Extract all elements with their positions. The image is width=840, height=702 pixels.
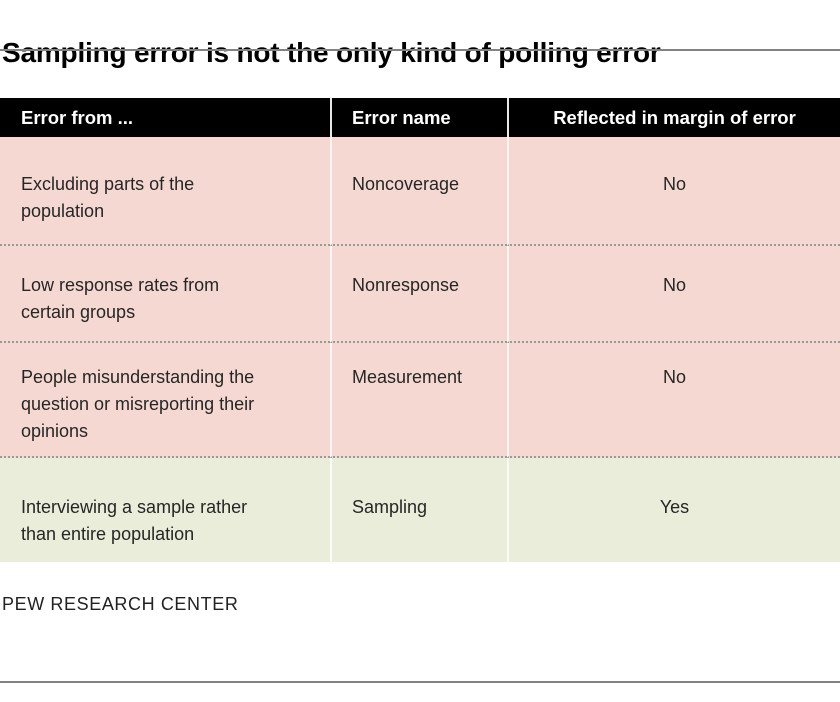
table-body: Excluding parts of the population Noncov… — [0, 137, 840, 562]
cell-reflected: No — [507, 137, 840, 246]
cell-error-from: People misunderstanding the question or … — [0, 343, 330, 458]
table-row-measurement: People misunderstanding the question or … — [0, 343, 840, 458]
cell-error-from: Excluding parts of the population — [0, 137, 330, 246]
table-row-noncoverage: Excluding parts of the population Noncov… — [0, 137, 840, 246]
bottom-divider-rule — [0, 681, 840, 683]
cell-error-name: Noncoverage — [330, 137, 507, 246]
source-attribution: PEW RESEARCH CENTER — [2, 594, 239, 614]
table-row-nonresponse: Low response rates from certain groups N… — [0, 246, 840, 343]
cell-reflected: No — [507, 246, 840, 343]
cell-reflected: Yes — [507, 458, 840, 562]
cell-error-name: Measurement — [330, 343, 507, 458]
column-header-error-from: Error from ... — [21, 106, 134, 128]
table-header-row: Error from ... Error name Reflected in m… — [0, 98, 840, 137]
cell-error-name: Sampling — [330, 458, 507, 562]
table-row-sampling-highlighted: Interviewing a sample rather than entire… — [0, 458, 840, 562]
top-divider-rule — [0, 49, 840, 51]
page-title: Sampling error is not the only kind of p… — [2, 37, 661, 68]
cell-error-name: Nonresponse — [330, 246, 507, 343]
column-header-error-name: Error name — [330, 98, 507, 137]
column-header-reflected: Reflected in margin of error — [507, 98, 840, 137]
cell-reflected: No — [507, 343, 840, 458]
cell-error-from: Interviewing a sample rather than entire… — [0, 458, 330, 562]
polling-error-table: Error from ... Error name Reflected in m… — [0, 98, 840, 562]
cell-error-from: Low response rates from certain groups — [0, 246, 330, 343]
